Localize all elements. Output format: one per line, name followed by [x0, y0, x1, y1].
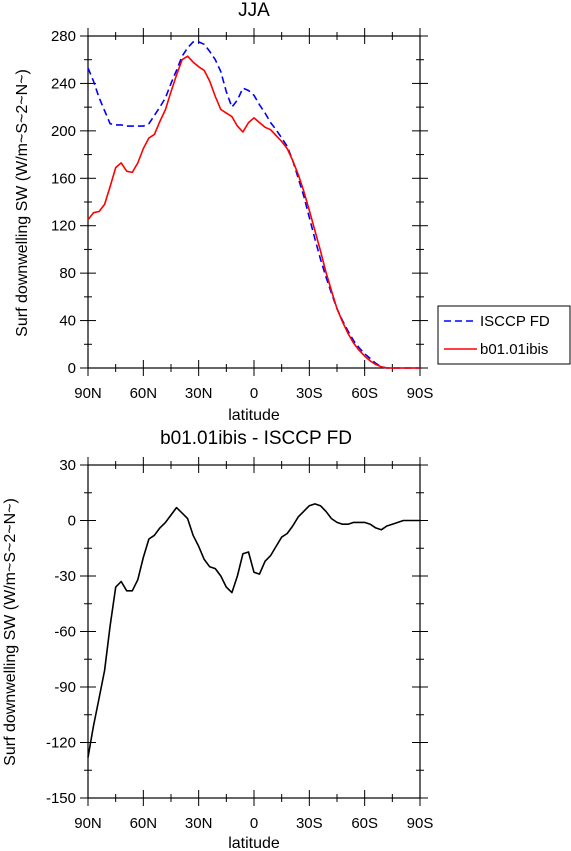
top-x-tick-label: 30N: [185, 385, 213, 402]
top-x-tick-label: 30S: [296, 385, 323, 402]
bottom-y-tick-label: -30: [54, 568, 76, 585]
top-y-tick-label: 160: [51, 170, 76, 187]
top-y-tick-label: 280: [51, 28, 76, 45]
top-x-tick-label: 60N: [130, 385, 158, 402]
top-plot-area: 0 40 80 120 160 200 240 280 90N 60N 30N 0 30S 60S 90S: [51, 28, 433, 402]
bottom-plot-frame: [87, 464, 421, 799]
legend-label-1: b01.01ibis: [480, 341, 548, 358]
top-y-tick-label: 80: [59, 265, 76, 282]
bottom-x-tick-label: 60N: [130, 815, 158, 832]
top-y-axis-label: Surf downwelling SW (W/m~S~2~N~): [14, 69, 31, 337]
top-y-tick-label: 120: [51, 218, 76, 235]
top-x-tick-label: 90N: [74, 385, 102, 402]
bottom-y-tick-label: -120: [46, 735, 76, 752]
bottom-x-tick-label: 30S: [296, 815, 323, 832]
bottom-y-axis-label: Surf downwelling SW (W/m~S~2~N~): [2, 498, 19, 766]
legend-label-0: ISCCP FD: [480, 313, 550, 330]
bottom-plot-area: -150 -120 -90 -60 -30 0 30 90N 60N 30N 0 30S 60S 90S: [46, 457, 433, 832]
bottom-series-line-0: [87, 503, 420, 758]
top-panel: JJA b01.01ibis - ISCCP FD latitude latit…: [2, 0, 352, 851]
top-plot-frame: [87, 35, 421, 369]
bottom-x-tick-label: 0: [250, 815, 258, 832]
bottom-y-tick-label: 30: [59, 457, 76, 474]
top-series-line-0: [87, 41, 420, 369]
bottom-chart-title: b01.01ibis - ISCCP FD: [160, 428, 352, 449]
bottom-x-axis-label: latitude: [228, 835, 280, 851]
bottom-y-tick-label: -90: [54, 679, 76, 696]
legend: ISCCP FD b01.01ibis: [437, 305, 571, 365]
bottom-x-tick-label: 60S: [351, 815, 378, 832]
bottom-x-tick-label: 90S: [407, 815, 434, 832]
top-x-tick-label: 90S: [407, 385, 434, 402]
legend-box: [437, 305, 571, 365]
top-x-axis-label: latitude: [228, 407, 280, 424]
top-x-tick-label: 60S: [351, 385, 378, 402]
bottom-x-tick-label: 30N: [185, 815, 213, 832]
bottom-y-tick-label: -150: [46, 790, 76, 807]
bottom-y-tick-label: -60: [54, 624, 76, 641]
top-y-tick-label: 200: [51, 123, 76, 140]
top-x-tick-label: 0: [250, 385, 258, 402]
top-chart-title: JJA: [238, 0, 270, 21]
top-series-line-1: [87, 55, 420, 369]
bottom-x-tick-label: 90N: [74, 815, 102, 832]
bottom-y-tick-label: 0: [68, 513, 76, 530]
top-y-tick-label: 0: [68, 360, 76, 377]
top-y-tick-label: 240: [51, 75, 76, 92]
top-y-tick-label: 40: [59, 313, 76, 330]
